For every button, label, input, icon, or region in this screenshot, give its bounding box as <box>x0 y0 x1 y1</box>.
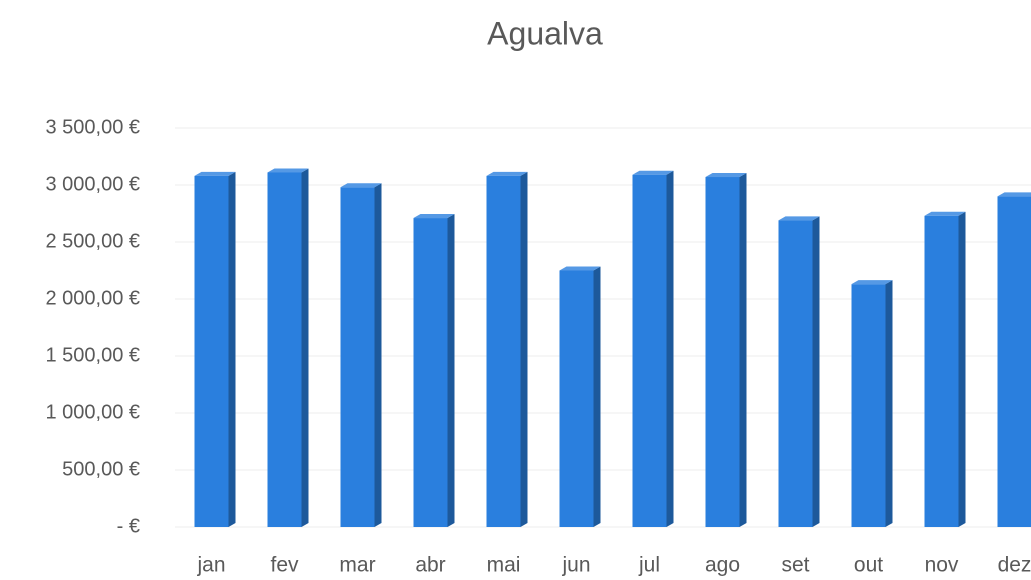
bar-side <box>958 211 966 527</box>
x-tick-label: fev <box>270 554 299 577</box>
bar <box>924 215 959 527</box>
bar <box>632 174 667 528</box>
y-tick-label: 2 500,00 € <box>45 230 140 252</box>
bar <box>851 284 886 527</box>
x-tick-label: mar <box>339 554 375 577</box>
bar <box>559 270 594 527</box>
x-tick-label: nov <box>925 554 959 577</box>
bar-top <box>632 170 674 175</box>
x-tick-label: out <box>854 554 883 577</box>
bar-top <box>778 216 820 221</box>
x-tick-label: jul <box>638 554 660 577</box>
x-tick-label: dez <box>998 554 1031 577</box>
bar-side <box>812 216 820 527</box>
bar-side <box>520 171 528 527</box>
bar-top <box>267 168 309 173</box>
bar-top <box>486 171 528 176</box>
bar-side <box>593 266 601 527</box>
bar <box>997 196 1031 527</box>
bar-top <box>194 171 236 176</box>
bar <box>340 187 375 527</box>
y-tick-label: - € <box>117 515 140 537</box>
bar-top <box>559 266 601 271</box>
bar-side <box>228 171 236 527</box>
bar <box>413 218 448 527</box>
x-tick-label: abr <box>415 554 445 577</box>
bar-side <box>739 173 747 527</box>
bar <box>705 177 740 527</box>
chart-title: Agualva <box>487 15 603 51</box>
bar-top <box>705 173 747 178</box>
bar-top <box>340 183 382 188</box>
x-tick-label: jun <box>561 554 590 577</box>
y-tick-label: 2 000,00 € <box>45 287 140 309</box>
bar-side <box>666 170 674 528</box>
y-tick-label: 3 500,00 € <box>45 116 140 138</box>
y-tick-label: 1 500,00 € <box>45 344 140 366</box>
x-tick-label: mai <box>487 554 521 577</box>
y-tick-label: 1 000,00 € <box>45 401 140 423</box>
bar-side <box>885 280 893 527</box>
x-tick-label: ago <box>705 554 740 577</box>
bar <box>194 175 229 527</box>
bar <box>267 172 302 527</box>
bar-top <box>851 280 893 285</box>
bar-side <box>374 183 382 527</box>
bar-top <box>997 192 1031 197</box>
bar <box>486 175 521 527</box>
y-tick-label: 500,00 € <box>62 458 140 480</box>
y-tick-label: 3 000,00 € <box>45 173 140 195</box>
bar-side <box>447 214 455 527</box>
x-tick-label: set <box>781 554 809 577</box>
x-tick-label: jan <box>196 554 225 577</box>
bar-top <box>924 211 966 216</box>
bar-side <box>301 168 309 527</box>
bar <box>778 220 813 527</box>
bar-top <box>413 214 455 219</box>
